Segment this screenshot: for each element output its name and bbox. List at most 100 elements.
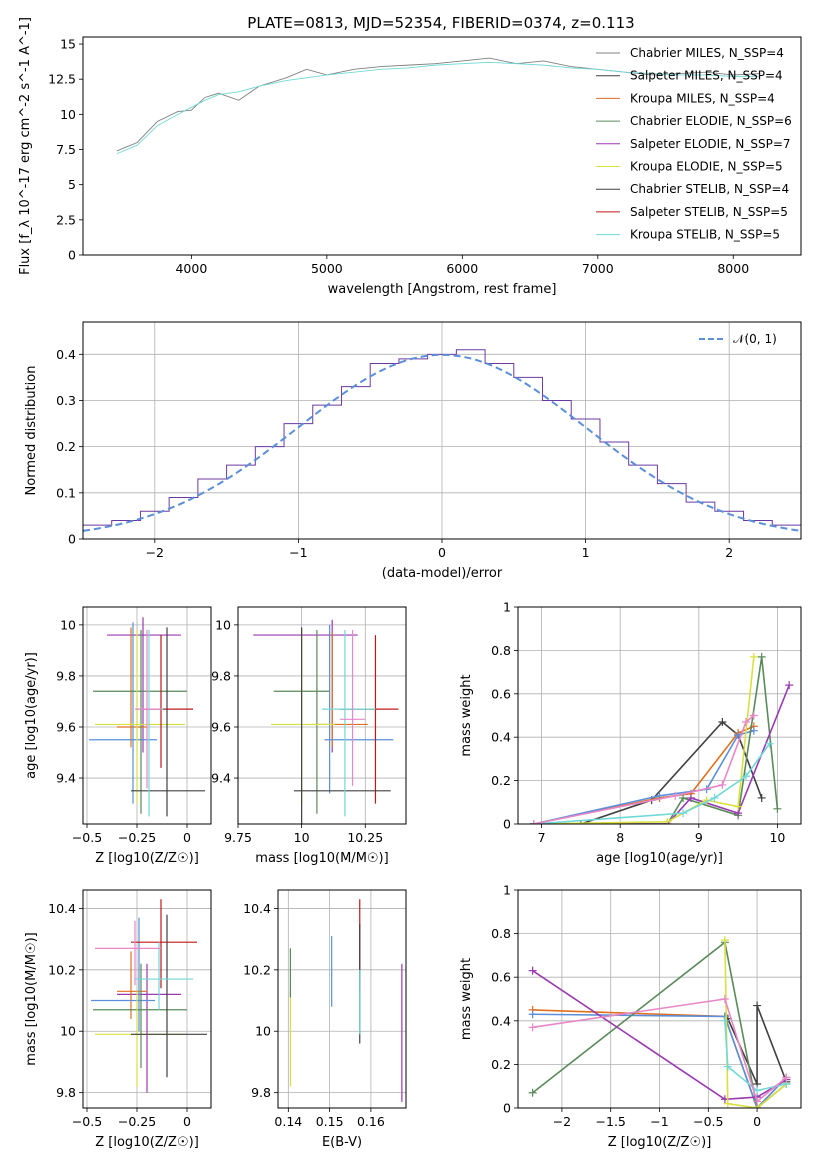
data-point (686, 793, 695, 802)
x-axis-label: Z [log10(Z/Z☉)] (95, 1135, 199, 1150)
x-axis-label: Z [log10(Z/Z☉)] (608, 1135, 712, 1150)
x-tick-label: 10 (294, 830, 310, 845)
x-axis-label: E(B-V) (322, 1135, 362, 1150)
x-tick-label: −1 (289, 545, 307, 560)
y-axis-label: age [log10(age/yr)] (24, 652, 39, 779)
x-tick-label: 0.14 (274, 1114, 302, 1129)
panel-mass_vs_EBV: 0.14 0.15 0.16 9.8 10 10.2 10.4 E(B-V) (243, 889, 407, 1150)
y-tick-label: 7.5 (56, 142, 76, 157)
x-tick-label: 0 (438, 545, 446, 560)
axes-frame (82, 36, 802, 256)
x-tick-label: −0.5 (72, 830, 102, 845)
y-tick-label: 0.2 (491, 773, 511, 788)
y-tick-label: 0.3 (56, 393, 76, 408)
x-tick-label: −2 (553, 1114, 571, 1129)
x-tick-label: 0.16 (357, 1114, 385, 1129)
legend-label: Kroupa STELIB, N_SSP=5 (630, 228, 780, 242)
data-point (753, 1097, 762, 1106)
x-axis-label: Z [log10(Z/Z☉)] (95, 851, 199, 866)
y-axis-label: Normed distribution (24, 366, 39, 496)
data-point (757, 793, 766, 802)
series-line (533, 656, 779, 824)
y-tick-label: 10.4 (243, 901, 271, 916)
legend-label: Kroupa MILES, N_SSP=4 (630, 91, 775, 105)
x-tick-label: 0 (183, 830, 191, 845)
x-tick-label: 9 (695, 830, 703, 845)
y-tick-label: 10.2 (243, 962, 271, 977)
x-tick-label: 5000 (311, 261, 343, 276)
x-tick-label: 7000 (582, 261, 614, 276)
y-tick-label: 2.5 (56, 212, 76, 227)
y-tick-label: 0 (68, 248, 76, 263)
data-point (782, 1073, 791, 1082)
y-tick-label: 9.6 (56, 719, 76, 734)
x-tick-label: 2 (725, 545, 733, 560)
axes-frame (82, 606, 212, 825)
x-tick-label: −2 (146, 545, 164, 560)
y-axis-label: mass [log10(M/M☉)] (24, 932, 39, 1065)
data-point (723, 1099, 732, 1108)
x-tick-label: 10.25 (347, 830, 383, 845)
series-line (724, 940, 787, 1108)
data-point (720, 1016, 729, 1025)
y-tick-label: 12.5 (48, 72, 76, 87)
x-tick-label: 0.15 (316, 1114, 344, 1129)
y-tick-label: 0.2 (491, 1057, 511, 1072)
x-tick-label: −0.25 (118, 1114, 156, 1129)
x-tick-label: −0.5 (72, 1114, 102, 1129)
legend-label: Chabrier ELODIE, N_SSP=6 (630, 114, 792, 128)
y-tick-label: 0 (503, 817, 511, 832)
x-axis-label: wavelength [Angstrom, rest frame] (328, 282, 557, 297)
y-tick-label: 10 (255, 1024, 271, 1039)
y-tick-label: 10 (215, 617, 231, 632)
panel-massweight_vs_age: 7 8 9 10 0 0.2 0.4 0.6 0.8 1 age [log10(age/yr)] ma… (459, 600, 802, 866)
y-tick-label: 5 (68, 177, 76, 192)
legend-label: Salpeter STELIB, N_SSP=5 (630, 205, 788, 219)
y-tick-label: 1 (503, 600, 511, 615)
y-tick-label: 0.4 (56, 347, 76, 362)
y-tick-label: 10 (60, 617, 76, 632)
data-point (528, 1010, 537, 1019)
data-point (785, 681, 794, 690)
data-point (773, 804, 782, 813)
x-tick-label: 0 (753, 1114, 761, 1129)
x-axis-label: mass [log10(M/M☉)] (255, 851, 388, 866)
x-tick-label: −0.25 (118, 830, 156, 845)
x-tick-label: −0.5 (693, 1114, 723, 1129)
data-point (765, 739, 774, 748)
panel-age_vs_mass: 9.75 10 10.25 9.4 9.6 9.8 10 mass [log10(M/M☉)] (211, 606, 407, 866)
y-tick-label: 10 (60, 107, 76, 122)
x-tick-label: 0 (183, 1114, 191, 1129)
data-point (720, 936, 729, 945)
data-point (757, 652, 766, 661)
axes-frame (517, 606, 802, 825)
x-tick-label: 7 (538, 830, 546, 845)
y-tick-label: 0.4 (491, 730, 511, 745)
data-point (734, 802, 743, 811)
axes-frame (82, 889, 212, 1109)
data-point (679, 793, 688, 802)
data-point (528, 1023, 537, 1032)
y-tick-label: 9.6 (211, 719, 231, 734)
normal-curve (83, 353, 801, 532)
y-tick-label: 0.8 (491, 926, 511, 941)
x-tick-label: 8000 (717, 261, 749, 276)
y-axis-label: mass weight (459, 958, 474, 1040)
y-tick-label: 9.8 (56, 1085, 76, 1100)
y-tick-label: 0.8 (491, 643, 511, 658)
y-tick-label: 0 (68, 532, 76, 547)
data-point (529, 820, 538, 824)
x-tick-label: −1 (650, 1114, 668, 1129)
x-tick-label: 1 (582, 545, 590, 560)
y-tick-label: 0 (503, 1101, 511, 1116)
panel-age_vs_Z: −0.5 −0.25 0 9.4 9.6 9.8 10 Z [log10(Z/Z☉)] age … (24, 606, 212, 866)
y-tick-label: 0.2 (56, 439, 76, 454)
legend-label: Salpeter ELODIE, N_SSP=7 (630, 137, 791, 151)
series-line (532, 1013, 787, 1108)
y-tick-label: 9.4 (56, 771, 76, 786)
data-point (741, 772, 750, 781)
y-axis-label: Flux [f_λ 10^-17 erg cm^-2 s^-1 A^-1] (18, 17, 33, 275)
y-tick-label: 15 (60, 37, 76, 52)
series-line (532, 969, 787, 1101)
